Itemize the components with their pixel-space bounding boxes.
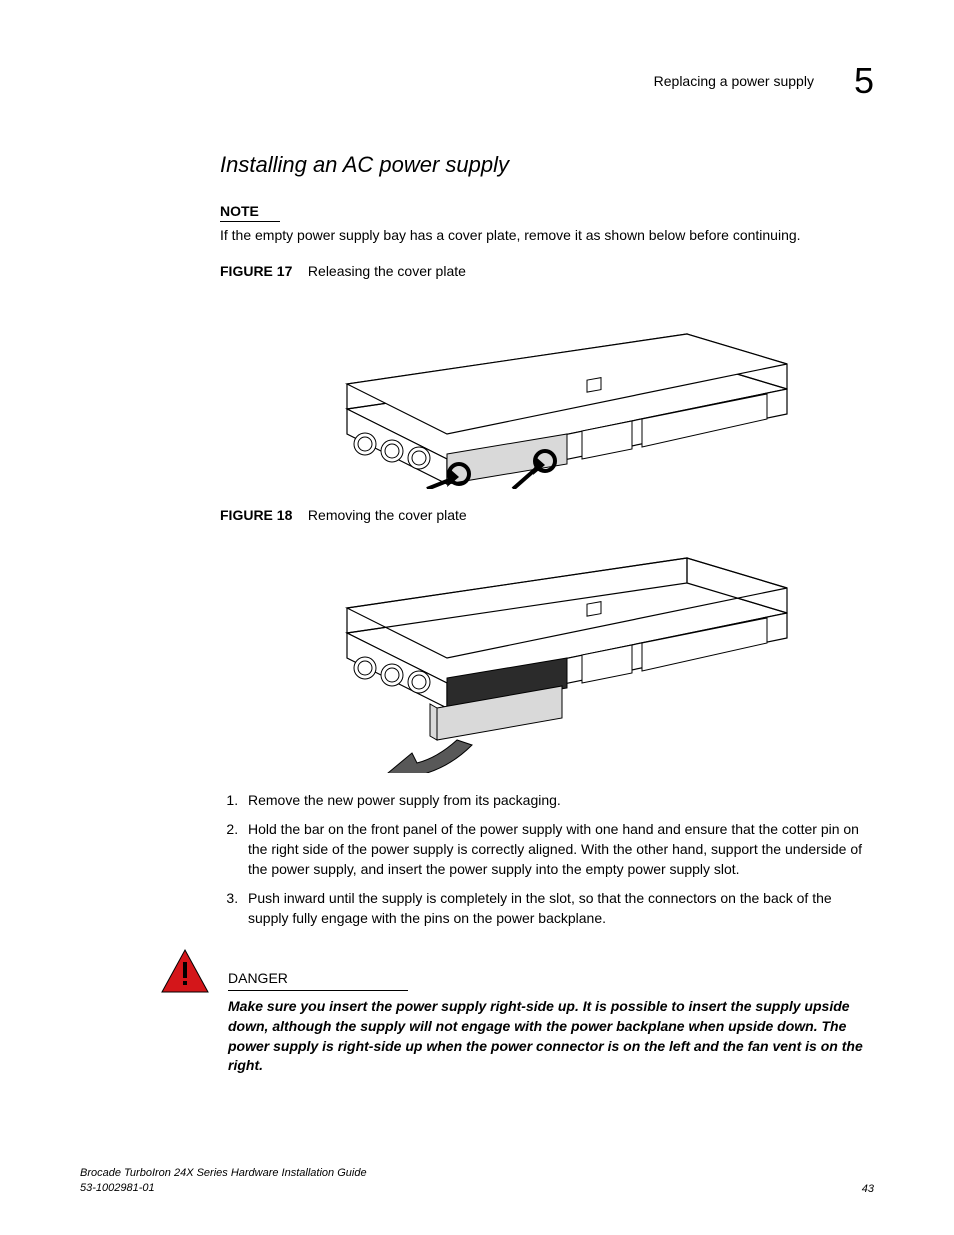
footer-doc-title: Brocade TurboIron 24X Series Hardware In… xyxy=(80,1166,367,1180)
step-2: Hold the bar on the front panel of the p… xyxy=(242,820,874,879)
figure-18-number: FIGURE 18 xyxy=(220,507,292,523)
step-3: Push inward until the supply is complete… xyxy=(242,889,874,928)
figure-17-number: FIGURE 17 xyxy=(220,263,292,279)
figure-17-caption: Releasing the cover plate xyxy=(308,263,466,279)
step-list: Remove the new power supply from its pac… xyxy=(220,791,874,929)
figure-17-label: FIGURE 17 Releasing the cover plate xyxy=(220,263,874,279)
note-rule xyxy=(220,221,280,222)
figure-18-caption: Removing the cover plate xyxy=(308,507,467,523)
danger-rule xyxy=(228,990,408,991)
figure-18-label: FIGURE 18 Removing the cover plate xyxy=(220,507,874,523)
footer-doc-number: 53-1002981-01 xyxy=(80,1181,367,1195)
step-1: Remove the new power supply from its pac… xyxy=(242,791,874,811)
note-text: If the empty power supply bay has a cove… xyxy=(220,226,874,245)
page-footer: Brocade TurboIron 24X Series Hardware In… xyxy=(80,1166,874,1195)
running-head: Replacing a power supply xyxy=(654,73,814,89)
footer-page-number: 43 xyxy=(862,1183,874,1195)
danger-text: Make sure you insert the power supply ri… xyxy=(228,997,874,1075)
figure-17-image xyxy=(287,289,807,489)
note-label: NOTE xyxy=(220,203,874,219)
danger-block: DANGER Make sure you insert the power su… xyxy=(160,948,874,1075)
chapter-number: 5 xyxy=(854,60,874,102)
page-header: Replacing a power supply 5 xyxy=(80,60,874,102)
danger-icon xyxy=(160,948,210,994)
danger-label: DANGER xyxy=(228,970,874,986)
section-title: Installing an AC power supply xyxy=(220,152,874,178)
figure-18-image xyxy=(287,533,807,773)
